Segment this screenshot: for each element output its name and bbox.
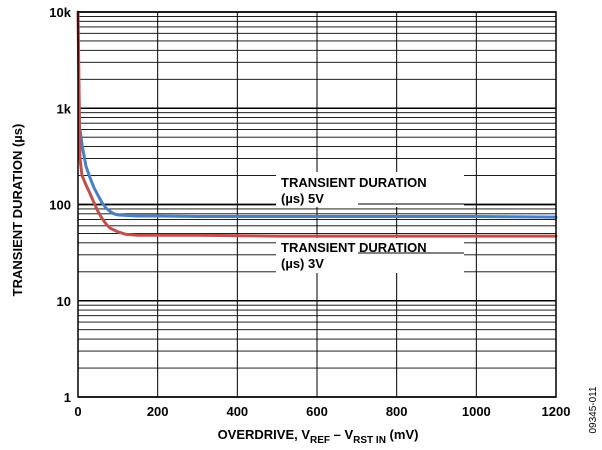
y-tick-label: 10: [57, 294, 71, 309]
y-tick-label: 1k: [57, 101, 72, 116]
annotation-bg-5v: [276, 172, 464, 207]
series-layer: [76, 10, 558, 238]
y-axis-title: TRANSIENT DURATION (µs): [10, 124, 25, 297]
figure-id: 09345-011: [588, 386, 599, 434]
x-tick-label: 800: [386, 404, 408, 419]
series-label-5v-line1: TRANSIENT DURATION: [281, 175, 427, 190]
x-tick-label: 1200: [542, 404, 571, 419]
series-label-3v-line1: TRANSIENT DURATION: [281, 240, 427, 255]
x-tick-label: 400: [226, 404, 248, 419]
x-tick-label: 1000: [462, 404, 491, 419]
series-label-5v-line2: (µs) 5V: [281, 191, 324, 206]
plot-frame: [77, 11, 557, 398]
x-tick-label: 600: [306, 404, 328, 419]
series-line-5v: [78, 128, 558, 219]
y-tick-label: 10k: [49, 5, 71, 20]
series-line-3v: [76, 10, 558, 238]
y-tick-label: 100: [49, 198, 71, 213]
x-tick-labels: 0 200 400 600 800 1000 1200: [74, 404, 570, 419]
series-label-3v-line2: (µs) 3V: [281, 256, 324, 271]
x-tick-label: 200: [147, 404, 169, 419]
x-tick-label: 0: [74, 404, 81, 419]
x-axis-title: OVERDRIVE, VREF – VRST IN (mV): [218, 427, 419, 446]
annotation-bg-3v: [276, 238, 464, 273]
y-tick-label: 1: [64, 390, 71, 405]
y-tick-labels: 1 10 100 1k 10k: [49, 5, 71, 405]
